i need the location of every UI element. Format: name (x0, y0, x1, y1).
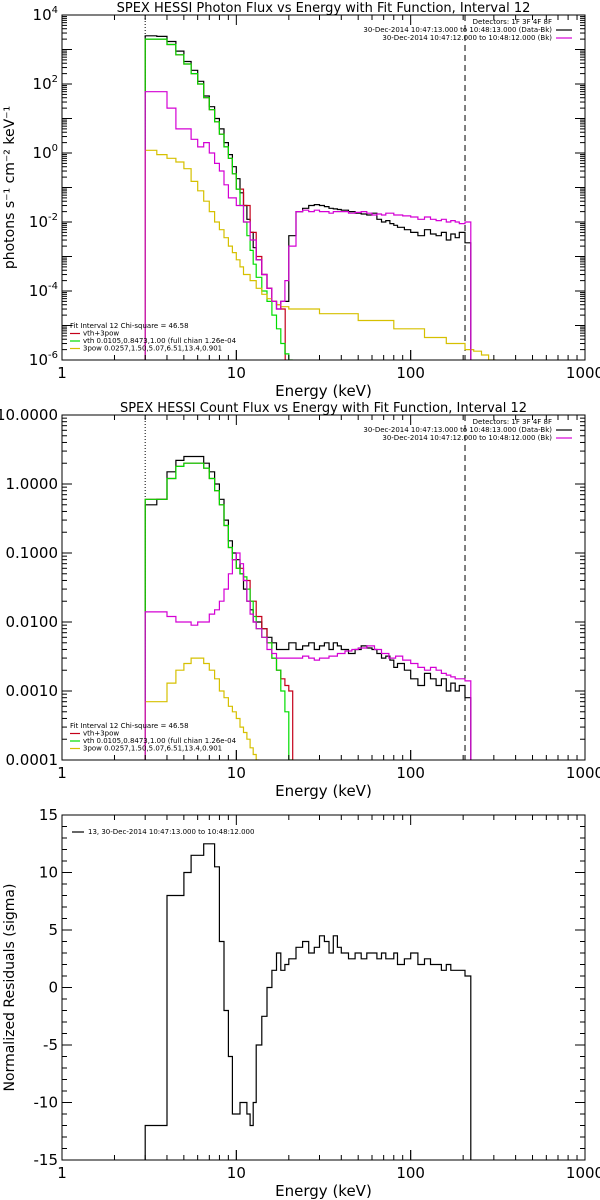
y-tick-label: 1.0000 (6, 475, 59, 493)
legend-entry: vth 0.0105,0.8473,1.00 (full chian 1.26e… (83, 337, 237, 345)
series-line-5 (144, 91, 472, 360)
x-tick-label: 1 (57, 1164, 67, 1182)
series-line-5 (144, 552, 472, 760)
y-tick-label: 10 (39, 864, 58, 882)
legend-entry: 3pow 0.0257,1.50,5.07,6.51,13.4,0.901 (83, 345, 222, 353)
legend-entry: Fit Interval 12 Chi-square = 46.58 (70, 322, 189, 330)
series-line-3 (144, 462, 293, 760)
legend-entry: vth+3pow (83, 330, 119, 338)
legend-entry: Detectors: 1F 3F 4F 8F (473, 18, 552, 26)
legend-entry: 13, 30-Dec-2014 10:47:13.000 to 10:48:12… (88, 828, 254, 836)
series-group (144, 35, 496, 360)
legend-entry: 30-Dec-2014 10:47:13.000 to 10:48:13.000… (363, 426, 552, 434)
plot-frame (61, 414, 586, 761)
y-tick-label-exp: 4 (52, 5, 58, 16)
x-tick-label: 1 (57, 764, 67, 782)
y-tick-label: 0.0010 (6, 682, 59, 700)
series-line-4 (144, 149, 496, 360)
y-tick-label: -5 (43, 1036, 58, 1054)
series-line-1 (144, 455, 472, 760)
x-tick-label: 100 (396, 364, 425, 382)
series-group (144, 455, 472, 760)
y-tick-label: 10-2 (29, 212, 58, 231)
legend-entry: Fit Interval 12 Chi-square = 46.58 (70, 722, 189, 730)
legend-entry: 3pow 0.0257,1.50,5.07,6.51,13.4,0.901 (83, 745, 222, 753)
y-tick-label: 5 (48, 921, 58, 939)
plot-frame (61, 14, 586, 361)
plot-frame (61, 814, 586, 1161)
series-line-4 (144, 657, 260, 760)
legend-entry: 30-Dec-2014 10:47:13.000 to 10:48:13.000… (363, 26, 552, 34)
y-axis-label: Normalized Residuals (sigma) (2, 884, 18, 1092)
series-line-1 (144, 843, 472, 1160)
y-tick-label-exp: 0 (52, 143, 58, 154)
legend-entry: vth 0.0105,0.8473,1.00 (full chian 1.26e… (83, 737, 237, 745)
series-group (144, 843, 472, 1160)
series-line-3 (144, 38, 293, 360)
x-tick-label: 100 (396, 764, 425, 782)
y-tick-label-exp: 2 (52, 74, 58, 85)
legend-entry: 30-Dec-2014 10:47:12.000 to 10:48:12.000… (382, 34, 552, 42)
legend-entry: vth+3pow (83, 730, 119, 738)
chart-panel-2: 1 10 100 1000 0.0001 0.0010 0.0100 0.1000 1.0000… (0, 401, 600, 800)
y-tick-label-exp: -6 (48, 350, 58, 361)
y-tick-label-exp: -2 (48, 212, 58, 223)
x-axis-label: Energy (keV) (275, 782, 372, 800)
chart-panel-3: 1 10 100 1000 -15 -10 -5 0 5 10 15 Energy (keV) Norm… (2, 806, 600, 1200)
chart-title: SPEX HESSI Count Flux vs Energy with Fit… (120, 401, 527, 416)
y-axis-label: photons s⁻¹ cm⁻² keV⁻¹ (2, 106, 18, 269)
y-tick-label-base: 10 (29, 213, 48, 231)
y-tick-label: 0.0100 (6, 613, 59, 631)
x-tick-label: 1000 (566, 764, 600, 782)
x-tick-label: 1000 (566, 364, 600, 382)
y-tick-label: -15 (34, 1151, 59, 1169)
y-tick-label-base: 10 (33, 144, 52, 162)
y-tick-label: 10-6 (29, 350, 58, 369)
x-tick-label: 1 (57, 364, 67, 382)
y-tick-label: 0.1000 (6, 544, 59, 562)
legend-entry: Detectors: 1F 3F 4F 8F (473, 418, 552, 426)
y-tick-label: 15 (39, 806, 58, 824)
series-line-1 (144, 35, 472, 360)
series-line-2 (144, 38, 286, 360)
y-tick-label-base: 10 (29, 282, 48, 300)
x-axis-label: Energy (keV) (275, 1182, 372, 1200)
y-tick-label: 100 (33, 143, 58, 162)
y-tick-label: 0 (48, 979, 58, 997)
y-tick-label: 102 (33, 74, 58, 93)
y-tick-label-exp: -4 (48, 281, 58, 292)
y-tick-label-base: 10 (29, 351, 48, 369)
y-tick-label: 10.0000 (0, 406, 58, 424)
y-tick-label-base: 10 (33, 75, 52, 93)
y-tick-label-base: 10 (33, 6, 52, 24)
x-axis-label: Energy (keV) (275, 382, 372, 400)
y-tick-label: 10-4 (29, 281, 58, 300)
x-tick-label: 1000 (566, 1164, 600, 1182)
y-tick-label: 0.0001 (6, 751, 59, 769)
x-tick-label: 100 (396, 1164, 425, 1182)
x-tick-label: 10 (227, 1164, 246, 1182)
x-tick-label: 10 (227, 364, 246, 382)
chart-title: SPEX HESSI Photon Flux vs Energy with Fi… (117, 1, 531, 16)
y-tick-label: -10 (34, 1094, 59, 1112)
x-tick-label: 10 (227, 764, 246, 782)
y-tick-label: 104 (33, 5, 58, 24)
legend-entry: 30-Dec-2014 10:47:12.000 to 10:48:12.000… (382, 434, 552, 442)
